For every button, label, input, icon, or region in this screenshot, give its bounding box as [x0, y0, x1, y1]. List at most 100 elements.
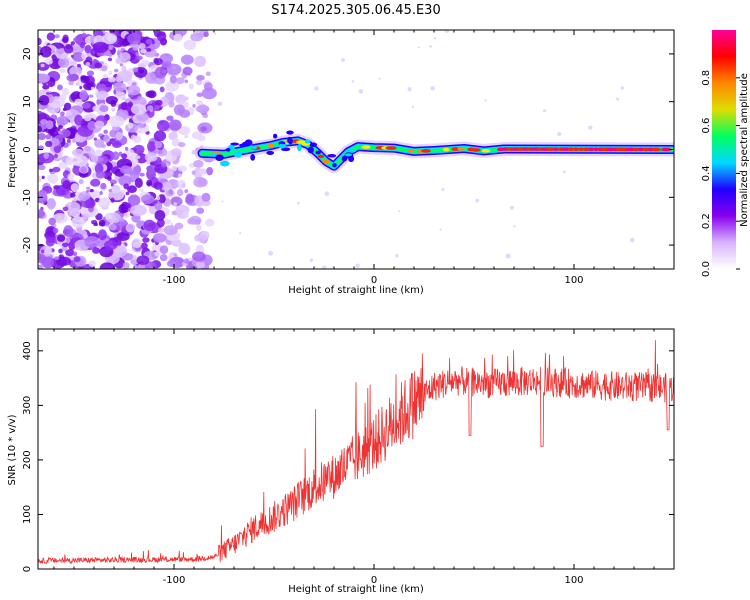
noise-blob [177, 165, 187, 172]
noise-blob [111, 141, 122, 149]
noise-blob [109, 30, 115, 33]
noise-dot [351, 80, 355, 83]
noise-blob [86, 70, 95, 77]
ridge-blob [346, 149, 357, 153]
noise-blob [72, 196, 78, 202]
ridge-blob [215, 154, 224, 161]
ridge-blob [348, 155, 355, 163]
noise-blob [124, 146, 129, 151]
noise-blob [41, 124, 47, 130]
noise-blob [38, 209, 46, 219]
noise-blob [99, 262, 115, 269]
ridge-blob [287, 136, 292, 144]
snr-ticks: -100 0 100 0 100 200 300 400 [22, 329, 675, 586]
ridge-hotspot [587, 147, 595, 152]
spectrogram-ytick-label: 0 [22, 146, 33, 152]
noise-blob [44, 140, 53, 148]
noise-blob [90, 178, 101, 187]
spectrogram-ylabel: Frequency (Hz) [7, 112, 18, 188]
noise-blob [122, 262, 130, 269]
noise-blob [153, 130, 167, 142]
noise-blob [118, 47, 122, 51]
snr-frame [37, 328, 675, 570]
noise-dot [430, 86, 435, 91]
colorbar-tick-label: 0.2 [701, 213, 712, 229]
noise-blob [47, 173, 59, 184]
noise-blob [78, 179, 84, 185]
noise-blob [42, 84, 50, 90]
noise-dot [309, 258, 314, 263]
noise-blob [157, 227, 165, 233]
ridge-hotspot [637, 147, 645, 152]
colorbar-tick-label: 0.6 [701, 118, 712, 134]
ridge-hotspot [567, 147, 575, 152]
spectrogram-ytick-label: 10 [22, 95, 33, 108]
noise-blob [38, 264, 43, 269]
noise-blob [131, 238, 142, 249]
snr-panel: -100 0 100 0 100 200 300 400 Height of straight… [7, 328, 675, 595]
snr-xtick-label: 0 [371, 575, 377, 586]
noise-blob [46, 32, 55, 41]
noise-blob [155, 99, 163, 106]
noise-blob [80, 75, 90, 84]
noise-blob [154, 199, 159, 204]
noise-blob [38, 110, 42, 115]
ridge-blob [297, 144, 302, 152]
noise-blob [134, 177, 143, 188]
noise-blob [121, 153, 128, 159]
noise-blob [146, 160, 151, 165]
snr-ytick-label: 0 [22, 566, 33, 572]
noise-blob [146, 164, 158, 175]
noise-blob [70, 183, 80, 193]
noise-blob [40, 63, 45, 68]
noise-blob [98, 197, 111, 208]
noise-blob [149, 109, 153, 113]
noise-blob [203, 82, 213, 91]
noise-blob [61, 188, 67, 196]
noise-blob [163, 225, 178, 236]
noise-blob [61, 87, 70, 96]
ridge-hotspot [385, 146, 397, 150]
noise-blob [95, 171, 106, 179]
noise-blob [99, 105, 109, 112]
noise-blob [65, 156, 74, 166]
noise-blob [181, 183, 186, 188]
ridge-hotspot [471, 148, 481, 152]
noise-blob [147, 141, 156, 152]
noise-blob [196, 207, 205, 214]
noise-blob [58, 57, 70, 68]
noise-blob [38, 164, 46, 171]
noise-blob [115, 75, 123, 83]
noise-blob [108, 44, 114, 51]
noise-blob [173, 253, 177, 257]
noise-blob [71, 138, 77, 143]
noise-blob [125, 191, 130, 196]
ridge-hotspot [552, 147, 560, 151]
noise-blob [143, 219, 156, 232]
noise-blob [177, 198, 183, 205]
noise-blob [94, 62, 103, 69]
noise-blob [200, 126, 207, 132]
noise-blob [115, 153, 121, 158]
noise-dot [214, 32, 217, 36]
noise-blob [168, 189, 174, 195]
noise-blob [184, 79, 189, 84]
noise-blob [196, 92, 204, 98]
snr-series-line [38, 340, 674, 565]
noise-blob [201, 200, 211, 207]
noise-dot [217, 101, 223, 107]
noise-blob [38, 133, 47, 141]
colorbar: 0.0 0.2 0.4 0.6 0.8 Normalized spectral ampl… [701, 30, 750, 277]
spectrogram-xtick-label: 100 [564, 275, 583, 286]
noise-blob [168, 132, 178, 141]
noise-blob [94, 120, 105, 129]
noise-blob [154, 58, 163, 66]
noise-dot [322, 265, 327, 269]
noise-dot [630, 237, 635, 243]
noise-blob [40, 45, 52, 58]
noise-blob [74, 114, 83, 126]
noise-blob [38, 190, 48, 199]
noise-blob [161, 181, 172, 191]
ridge-hotspot [650, 147, 662, 152]
noise-blob [50, 257, 66, 269]
